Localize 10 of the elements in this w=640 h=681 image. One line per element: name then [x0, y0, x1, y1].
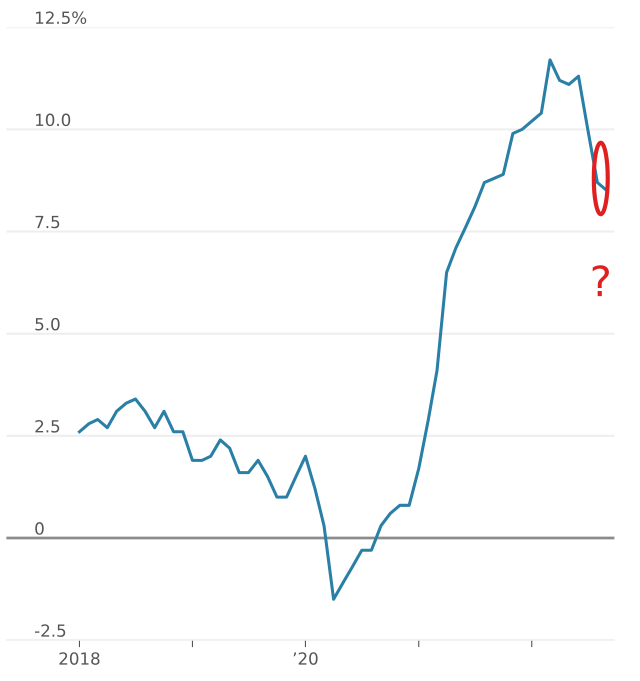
y-tick-label: 12.5% [36, 11, 86, 24]
y-tick-label: 2.5 [35, 420, 60, 433]
y-tick-label: 10.0 [36, 114, 70, 126]
x-tick-label: ’20 [294, 652, 318, 665]
y-tick-label: 5.0 [35, 318, 60, 330]
x-tick-label: 2018 [59, 652, 100, 665]
annotation: ? [592, 265, 609, 296]
y-tick-label: -2.5 [34, 624, 66, 637]
y-tick-label: 7.5 [36, 216, 60, 228]
y-tick-label: 0 [35, 522, 44, 535]
